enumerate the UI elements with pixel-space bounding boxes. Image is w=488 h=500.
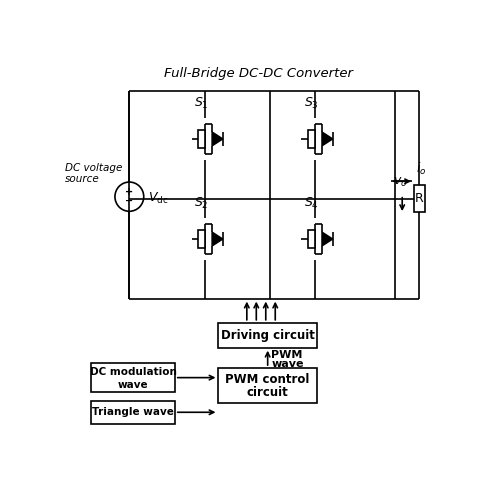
Text: $S_2$: $S_2$ [194,196,208,212]
Polygon shape [212,232,223,246]
Text: +: + [125,187,133,197]
Text: R: R [414,192,423,205]
Bar [218,323,316,348]
Text: Driving circuit: Driving circuit [220,329,314,342]
Text: PWM control: PWM control [225,373,309,386]
Text: $i_o$: $i_o$ [415,162,426,178]
Bar [413,185,424,212]
Text: $v_o$: $v_o$ [392,176,407,189]
Bar [198,230,204,248]
Bar [218,368,316,402]
Bar [308,230,314,248]
Text: Triangle wave: Triangle wave [92,408,174,418]
Bar [91,363,175,392]
Text: source: source [65,174,100,184]
Text: wave: wave [118,380,148,390]
Bar [308,130,314,148]
Text: $S_3$: $S_3$ [303,96,318,111]
Polygon shape [321,232,332,246]
Text: PWM: PWM [271,350,302,360]
Text: Full-Bridge DC-DC Converter: Full-Bridge DC-DC Converter [163,67,352,80]
Polygon shape [212,132,223,146]
Bar [91,400,175,424]
Text: $V_{\rm dc}$: $V_{\rm dc}$ [148,191,168,206]
Text: DC modulation: DC modulation [89,367,176,377]
Text: −: − [125,196,133,206]
Bar [198,130,204,148]
Text: DC voltage: DC voltage [65,163,122,173]
Text: wave: wave [271,358,304,368]
Text: $S_4$: $S_4$ [303,196,318,212]
Polygon shape [321,132,332,146]
Text: circuit: circuit [246,386,288,399]
Text: $S_1$: $S_1$ [194,96,208,111]
